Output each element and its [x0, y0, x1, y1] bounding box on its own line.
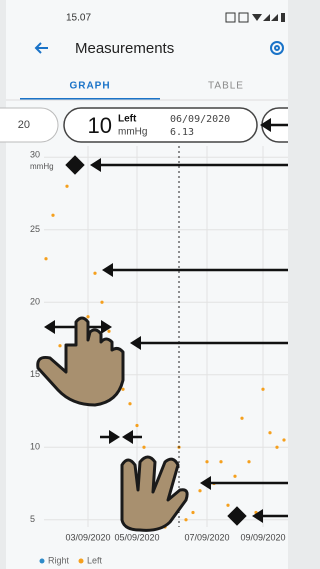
data-point	[282, 438, 285, 441]
legend-swatch	[79, 559, 84, 564]
y-tick-label: 10	[30, 442, 40, 452]
data-point	[268, 431, 271, 434]
data-point	[233, 475, 236, 478]
y-axis-label: mmHg	[30, 162, 54, 171]
data-point	[219, 460, 222, 463]
y-tick-label: 30	[30, 150, 40, 160]
data-point	[128, 402, 131, 405]
previous-card-value: 20	[18, 119, 30, 131]
selected-time: 6.13	[170, 127, 194, 138]
x-tick-label: 07/09/2020	[184, 532, 229, 542]
header-title: Measurements	[75, 40, 174, 57]
selected-date: 06/09/2020	[170, 114, 230, 125]
data-point	[142, 446, 145, 449]
data-point	[275, 446, 278, 449]
x-tick-label: 09/09/2020	[240, 532, 285, 542]
x-tick-label: 05/09/2020	[114, 532, 159, 542]
data-point	[247, 460, 250, 463]
data-point	[198, 489, 201, 492]
screen: 15.07 Measurements GRAPH TABLE 20 10 Lef…	[0, 0, 288, 569]
y-tick-label: 15	[30, 369, 40, 379]
data-point	[86, 315, 89, 318]
selected-side: Left	[118, 114, 137, 125]
data-point	[135, 424, 138, 427]
data-point	[184, 518, 187, 521]
y-tick-label: 25	[30, 224, 40, 234]
data-point	[93, 272, 96, 275]
legend-label: Left	[87, 555, 103, 565]
data-point	[44, 257, 47, 260]
x-tick-label: 03/09/2020	[65, 532, 110, 542]
data-point	[100, 301, 103, 304]
data-point	[58, 344, 61, 347]
page: {"status_bar": {"time": "15.07"}, "heade…	[0, 0, 288, 569]
data-point	[226, 504, 229, 507]
data-point	[205, 460, 208, 463]
tab-graph[interactable]: GRAPH	[69, 81, 110, 92]
data-point	[51, 214, 54, 217]
selected-value: 10	[88, 113, 112, 138]
selected-unit: mmHg	[118, 127, 147, 138]
data-point	[261, 388, 264, 391]
y-tick-label: 20	[30, 297, 40, 307]
data-point	[107, 330, 110, 333]
legend-swatch	[40, 559, 45, 564]
data-point	[65, 185, 68, 188]
tab-table[interactable]: TABLE	[208, 81, 244, 92]
status-time: 15.07	[66, 13, 91, 24]
legend-label: Right	[48, 555, 70, 565]
data-point	[240, 417, 243, 420]
y-tick-label: 5	[30, 514, 35, 524]
data-point	[191, 511, 194, 514]
